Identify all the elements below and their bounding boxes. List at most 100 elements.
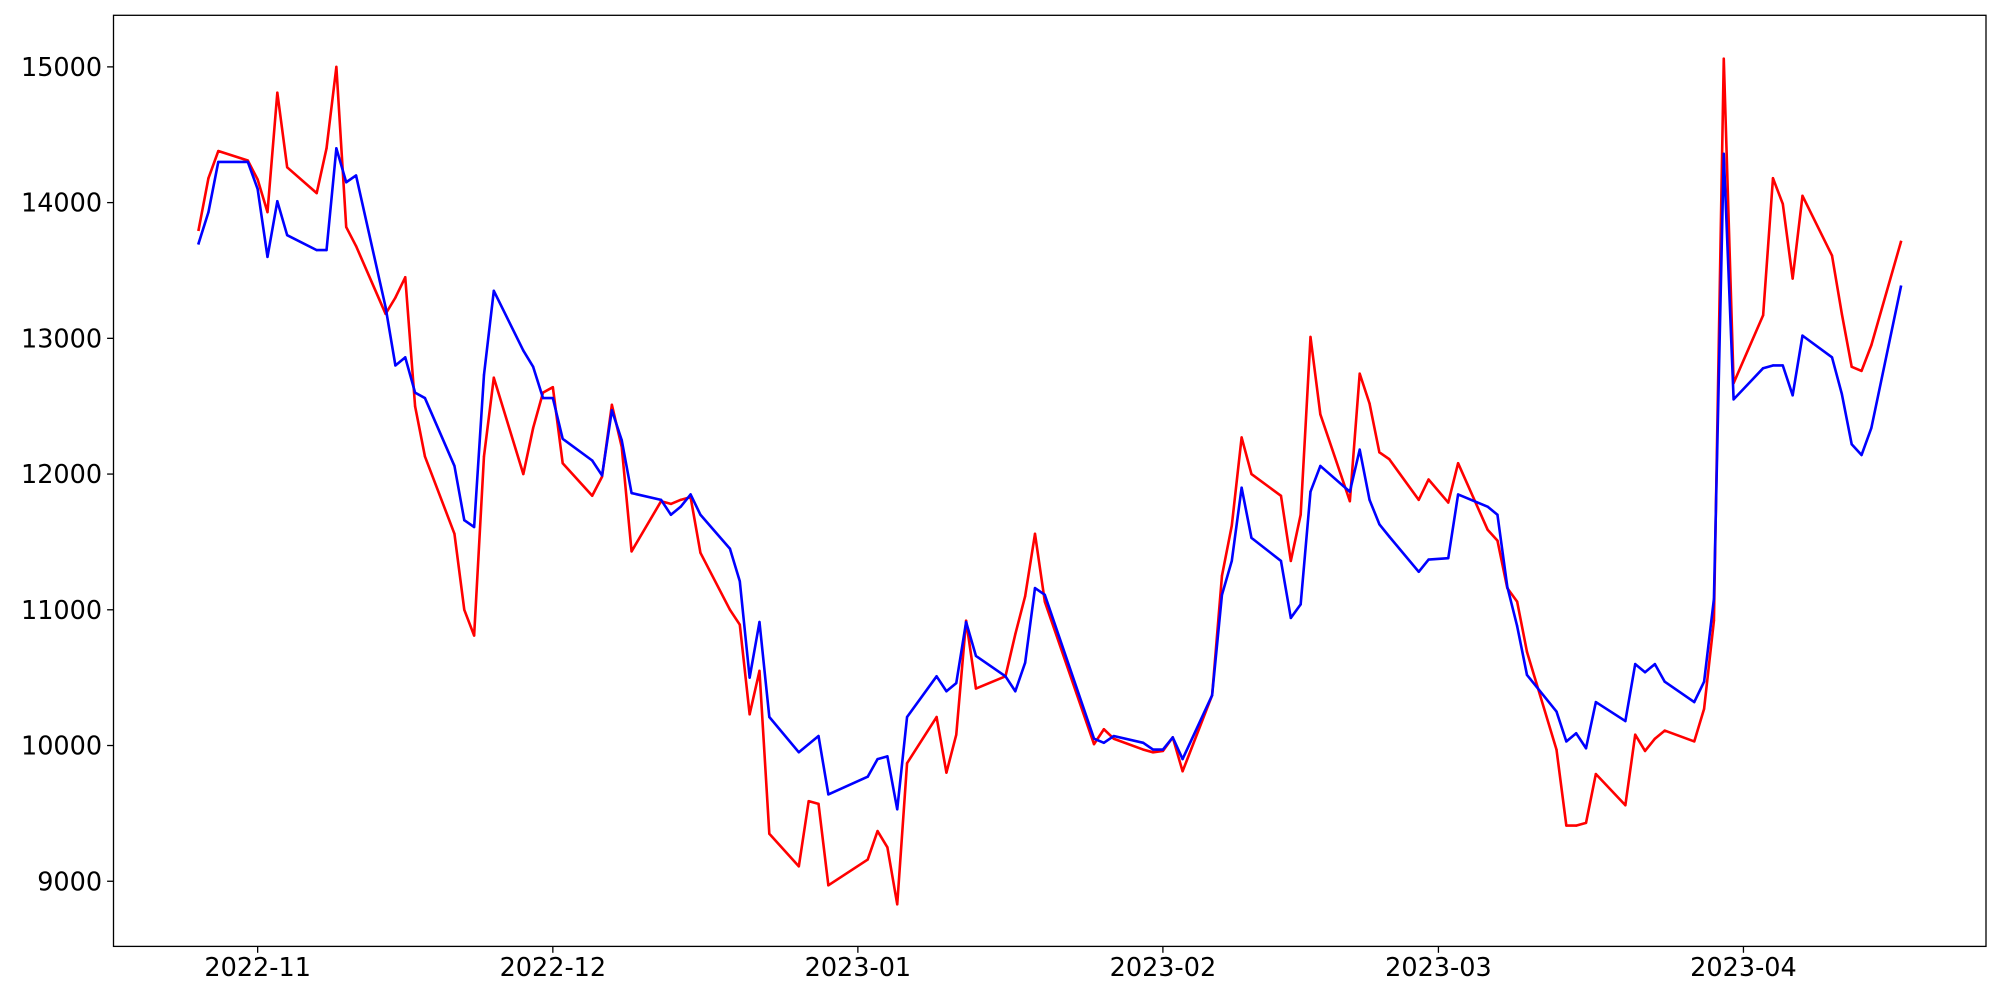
series-1-point <box>591 494 594 497</box>
series-2-point <box>896 808 899 811</box>
series-1-point <box>1289 559 1293 563</box>
series-2-point <box>974 654 978 658</box>
series-2-point <box>384 305 387 309</box>
y-tick-label: 14000 <box>21 189 102 219</box>
y-tick-label: 15000 <box>21 53 102 83</box>
series-2-point <box>748 676 751 679</box>
series-2-point <box>905 715 909 719</box>
series-2-point <box>1240 486 1243 489</box>
series-2-point <box>945 690 948 693</box>
series-2-point <box>1830 356 1834 359</box>
series-1-point <box>1279 494 1283 497</box>
series-1-point <box>1486 528 1489 531</box>
series-2-point <box>354 174 358 177</box>
series-1-point <box>1830 254 1834 257</box>
series-1-point <box>905 761 909 765</box>
series-1-point <box>1722 57 1725 60</box>
series-2-point <box>1181 757 1184 761</box>
plot-area <box>196 57 1903 906</box>
series-2-point <box>1014 690 1017 693</box>
series-2-point <box>1102 741 1106 745</box>
series-2-point <box>630 491 633 495</box>
series-2-point <box>807 742 810 746</box>
series-2-point <box>1378 523 1381 526</box>
series-2-point <box>964 620 968 624</box>
series-2-point <box>413 391 417 394</box>
series-2-point <box>591 459 594 462</box>
series-2-point <box>1417 570 1420 573</box>
series-1-point <box>1496 539 1499 542</box>
series-2-point <box>1860 453 1863 457</box>
series-1-point <box>1840 312 1844 316</box>
series-2-point <box>1250 536 1253 540</box>
series-1-point <box>866 858 869 861</box>
series-1-point <box>1525 650 1529 654</box>
series-1-point <box>1151 751 1155 754</box>
series-2-point <box>285 233 289 237</box>
series-2-point <box>1161 748 1165 751</box>
series-1-point <box>423 455 427 458</box>
series-2-point <box>699 513 702 516</box>
series-2-point <box>207 210 210 214</box>
series-2-point <box>561 437 564 440</box>
series-1-point <box>1092 742 1096 746</box>
series-2-point <box>1555 710 1558 713</box>
series-2-point <box>482 373 486 377</box>
series-1-point <box>610 403 614 407</box>
series-2-line <box>196 147 1903 811</box>
series-2-point <box>1092 737 1096 740</box>
series-2-point <box>1634 662 1637 666</box>
series-2-point <box>423 396 427 400</box>
series-2-point <box>335 147 338 150</box>
series-1-point <box>1702 707 1706 711</box>
series-1-point <box>266 210 269 214</box>
series-2-point <box>256 187 259 191</box>
series-2-point <box>1840 392 1844 396</box>
series-2-point <box>492 289 496 293</box>
series-1-point <box>876 829 879 833</box>
series-2-point <box>1515 624 1519 628</box>
series-1-point <box>394 296 397 299</box>
series-1-point <box>807 799 810 803</box>
y-tick-label: 13000 <box>21 324 102 354</box>
series-1-point <box>315 191 318 195</box>
series-1-point <box>1860 369 1863 373</box>
series-2-point <box>1023 661 1027 664</box>
series-2-point <box>738 580 741 583</box>
series-2-point <box>1663 680 1666 683</box>
series-1-point <box>463 608 466 611</box>
series-2-point <box>1565 740 1568 743</box>
series-1-point <box>669 502 673 506</box>
series-2-point <box>935 675 938 678</box>
x-tick-label: 2022-11 <box>204 953 311 983</box>
series-1-point <box>1309 335 1312 339</box>
series-2-point <box>1525 673 1529 677</box>
series-2-point <box>1358 448 1361 451</box>
series-2-point <box>531 365 535 369</box>
series-1-point <box>1624 804 1627 807</box>
series-1-point <box>728 608 732 611</box>
series-2-point <box>1142 741 1145 745</box>
series-2-point <box>276 200 279 203</box>
series-2-point <box>345 181 348 184</box>
series-1-point <box>276 91 279 94</box>
series-1-point <box>1250 472 1253 476</box>
series-1-point <box>797 865 801 868</box>
series-1-point <box>354 244 358 248</box>
series-1-point <box>1643 749 1647 753</box>
series-1-point <box>335 65 338 69</box>
series-1-point <box>955 733 958 736</box>
series-2-point <box>1801 334 1804 337</box>
y-tick-label: 9000 <box>37 867 102 897</box>
series-2-point <box>197 242 200 245</box>
series-1-point <box>1417 498 1420 502</box>
series-1-point <box>1181 770 1184 773</box>
series-2-point <box>315 248 318 252</box>
series-2-point <box>1761 367 1765 370</box>
series-1-point <box>1771 176 1775 180</box>
series-1-point <box>935 715 938 719</box>
series-1-point <box>197 228 200 231</box>
series-2-point <box>1732 398 1735 401</box>
